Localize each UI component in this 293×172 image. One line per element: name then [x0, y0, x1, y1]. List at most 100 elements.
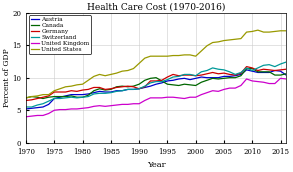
Canada	[103, 89, 107, 91]
United Kingdom	[245, 78, 248, 80]
Switzerland	[24, 106, 28, 108]
United States	[177, 55, 180, 57]
United States	[115, 72, 118, 74]
Germany	[69, 90, 73, 92]
Austria	[35, 107, 39, 109]
Austria	[183, 77, 186, 79]
Austria	[285, 74, 288, 76]
United States	[52, 90, 56, 92]
United States	[279, 30, 282, 32]
Canada	[47, 96, 50, 98]
Austria	[41, 106, 45, 108]
Canada	[188, 84, 192, 86]
Germany	[154, 80, 158, 82]
United States	[143, 57, 146, 59]
Germany	[188, 74, 192, 76]
Austria	[234, 75, 237, 77]
Switzerland	[86, 95, 90, 98]
Austria	[268, 71, 271, 73]
Canada	[166, 83, 169, 85]
United States	[245, 31, 248, 33]
Switzerland	[109, 92, 113, 94]
United Kingdom	[234, 87, 237, 89]
Canada	[194, 84, 197, 87]
Germany	[137, 88, 141, 90]
Germany	[273, 69, 277, 72]
United States	[103, 75, 107, 77]
Canada	[217, 78, 220, 80]
Switzerland	[262, 64, 265, 66]
Switzerland	[245, 67, 248, 69]
Austria	[75, 94, 79, 96]
United Kingdom	[52, 109, 56, 111]
Germany	[234, 74, 237, 76]
Austria	[92, 92, 96, 94]
Canada	[222, 77, 226, 79]
Germany	[47, 95, 50, 97]
Austria	[228, 75, 231, 77]
Canada	[234, 77, 237, 79]
United States	[58, 88, 62, 90]
United States	[81, 83, 84, 85]
Line: United States: United States	[26, 30, 286, 98]
United States	[285, 30, 288, 32]
Germany	[115, 86, 118, 88]
Canada	[211, 77, 214, 79]
United Kingdom	[154, 97, 158, 99]
United States	[69, 85, 73, 87]
Canada	[132, 85, 135, 87]
Austria	[171, 79, 175, 81]
United Kingdom	[109, 105, 113, 107]
Switzerland	[205, 69, 209, 72]
Germany	[239, 72, 243, 74]
X-axis label: Year: Year	[147, 161, 166, 169]
United Kingdom	[256, 80, 260, 83]
Canada	[154, 77, 158, 79]
Canada	[149, 77, 152, 79]
Austria	[58, 96, 62, 98]
Austria	[24, 108, 28, 110]
Switzerland	[132, 88, 135, 90]
Switzerland	[64, 97, 67, 99]
Canada	[115, 86, 118, 88]
United Kingdom	[273, 83, 277, 85]
Canada	[160, 80, 163, 82]
Switzerland	[194, 75, 197, 77]
Germany	[149, 80, 152, 82]
Germany	[24, 99, 28, 101]
Switzerland	[285, 61, 288, 63]
Canada	[200, 81, 203, 83]
United Kingdom	[160, 97, 163, 99]
Canada	[81, 96, 84, 98]
United States	[132, 68, 135, 70]
Switzerland	[120, 90, 124, 92]
Switzerland	[98, 92, 101, 94]
Austria	[273, 69, 277, 72]
Austria	[132, 88, 135, 90]
Germany	[30, 99, 33, 101]
Canada	[69, 95, 73, 97]
United Kingdom	[285, 78, 288, 80]
Switzerland	[251, 69, 254, 72]
Canada	[58, 95, 62, 98]
Canada	[30, 95, 33, 98]
Switzerland	[75, 97, 79, 99]
United States	[160, 55, 163, 57]
United Kingdom	[64, 109, 67, 111]
Austria	[103, 91, 107, 93]
United States	[234, 38, 237, 40]
Canada	[64, 95, 67, 98]
Switzerland	[171, 76, 175, 78]
Austria	[30, 107, 33, 109]
Germany	[205, 73, 209, 75]
Switzerland	[160, 80, 163, 83]
Canada	[183, 83, 186, 85]
Canada	[137, 83, 141, 85]
Canada	[98, 88, 101, 90]
Germany	[98, 86, 101, 88]
Title: Health Care Cost (1970-2016): Health Care Cost (1970-2016)	[87, 3, 225, 12]
Canada	[75, 96, 79, 98]
United Kingdom	[194, 96, 197, 98]
Austria	[279, 70, 282, 72]
Austria	[211, 77, 214, 79]
